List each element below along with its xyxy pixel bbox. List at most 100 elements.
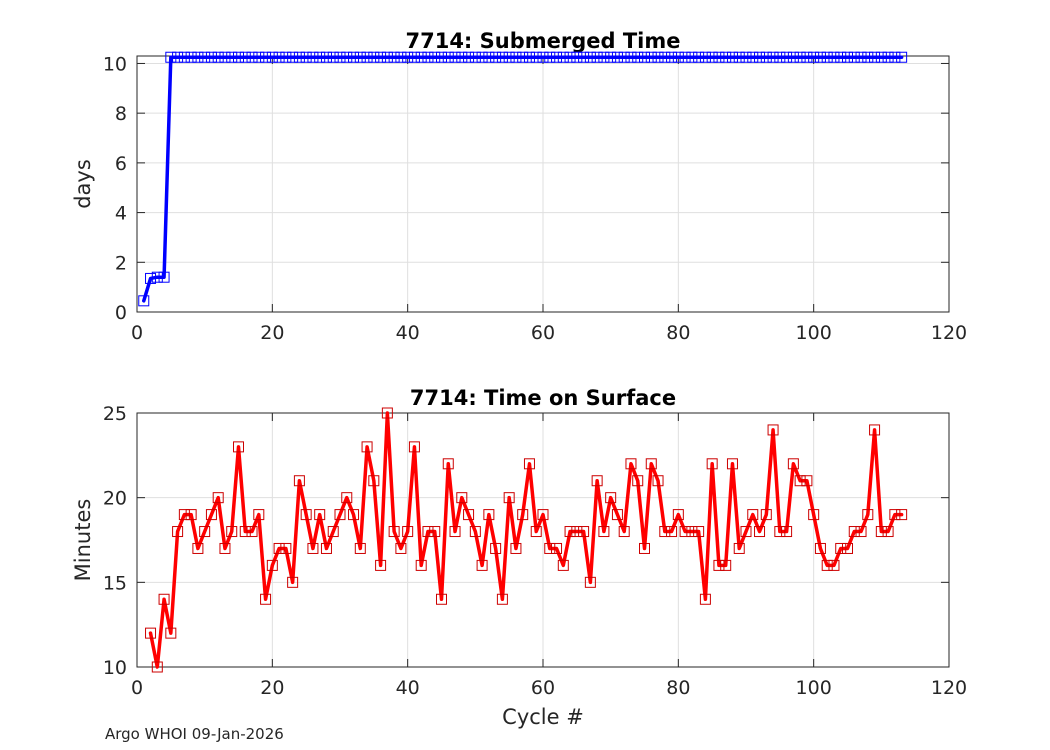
data-point xyxy=(361,441,373,453)
data-point xyxy=(233,51,244,63)
data-point xyxy=(327,51,339,63)
data-point xyxy=(869,51,881,63)
data-point xyxy=(754,526,766,538)
data-point xyxy=(842,51,853,63)
x-tick-label: 80 xyxy=(666,322,690,344)
data-point xyxy=(686,526,698,538)
data-point xyxy=(591,475,603,487)
data-point xyxy=(314,509,326,521)
data-point xyxy=(571,51,583,63)
data-point xyxy=(896,509,908,521)
data-point xyxy=(192,542,204,554)
x-tick-label: 100 xyxy=(796,677,832,699)
data-point xyxy=(611,509,623,521)
data-point xyxy=(720,559,732,571)
data-point xyxy=(517,51,529,63)
data-point xyxy=(280,51,292,63)
data-point xyxy=(693,51,705,63)
data-point xyxy=(523,458,535,470)
y-tick-label: 25 xyxy=(103,403,127,425)
data-point xyxy=(672,509,684,521)
data-point xyxy=(348,509,360,521)
data-point xyxy=(354,542,366,554)
data-point xyxy=(611,51,623,63)
data-point xyxy=(645,458,657,470)
submerged-time-plot: 0 20 40 60 80 100 120 0 2 4 6 8 10 7714: Submerged Ti… xyxy=(71,29,967,344)
data-point xyxy=(388,51,400,63)
data-point xyxy=(422,51,434,63)
data-point xyxy=(314,51,326,63)
data-point xyxy=(449,51,461,63)
y-tick-label: 10 xyxy=(103,657,127,679)
data-point xyxy=(882,526,894,538)
data-point xyxy=(889,51,901,63)
data-point xyxy=(618,51,630,63)
data-point xyxy=(185,509,197,521)
x-tick-label: 60 xyxy=(531,677,555,699)
data-point xyxy=(896,51,908,63)
data-point xyxy=(496,51,508,63)
data-point xyxy=(578,526,590,538)
data-point xyxy=(456,51,468,63)
data-point xyxy=(402,526,414,538)
data-point xyxy=(219,542,231,554)
data-point xyxy=(490,542,502,554)
data-point xyxy=(158,593,170,605)
data-point xyxy=(354,51,366,63)
data-point xyxy=(199,526,211,538)
data-point xyxy=(219,51,231,63)
data-point xyxy=(320,51,332,63)
data-point xyxy=(185,51,197,63)
data-point xyxy=(639,542,650,554)
data-point xyxy=(794,51,806,63)
x-tick-label: 60 xyxy=(531,322,555,344)
data-point xyxy=(713,559,725,571)
data-point xyxy=(266,51,278,63)
x-tick-label: 20 xyxy=(260,322,284,344)
data-point xyxy=(293,475,305,487)
data-point xyxy=(138,295,150,307)
data-point xyxy=(578,51,590,63)
data-point xyxy=(449,526,461,538)
data-point xyxy=(253,51,265,63)
data-point xyxy=(165,51,177,63)
data-point xyxy=(172,51,184,63)
data-point xyxy=(273,51,285,63)
data-point xyxy=(848,51,860,63)
data-point xyxy=(747,509,759,521)
y-axis-label: Minutes xyxy=(71,499,95,582)
data-point xyxy=(395,51,407,63)
data-point xyxy=(659,51,671,63)
data-point xyxy=(814,51,826,63)
data-point xyxy=(429,526,441,538)
y-tick-label: 0 xyxy=(115,302,127,324)
y-tick-label: 8 xyxy=(115,103,127,125)
data-point xyxy=(794,475,806,487)
data-point xyxy=(733,51,745,63)
data-point xyxy=(469,51,481,63)
data-point xyxy=(686,51,698,63)
data-point xyxy=(625,51,637,63)
data-point xyxy=(557,559,569,571)
data-point xyxy=(835,51,847,63)
data-point xyxy=(429,51,441,63)
data-point xyxy=(706,51,718,63)
data-point xyxy=(591,51,603,63)
data-point xyxy=(456,492,468,504)
data-point xyxy=(239,526,251,538)
data-point xyxy=(605,51,617,63)
x-tick-label: 120 xyxy=(931,322,967,344)
data-point xyxy=(747,51,759,63)
data-point xyxy=(808,51,820,63)
data-point xyxy=(828,559,840,571)
data-point xyxy=(564,526,576,538)
data-point xyxy=(510,51,522,63)
data-point xyxy=(781,51,793,63)
data-point xyxy=(408,51,420,63)
data-point xyxy=(706,458,718,470)
data-point xyxy=(875,526,887,538)
data-point xyxy=(666,526,678,538)
data-point xyxy=(368,475,380,487)
data-point xyxy=(693,526,705,538)
